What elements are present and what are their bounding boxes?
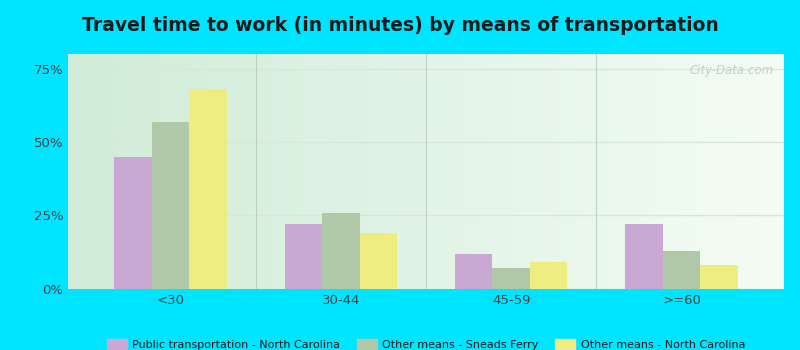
Bar [359, 233, 397, 289]
Legend: Public transportation - North Carolina, Other means - Sneads Ferry, Other means : Public transportation - North Carolina, … [102, 334, 750, 350]
Text: Travel time to work (in minutes) by means of transportation: Travel time to work (in minutes) by mean… [82, 16, 718, 35]
Text: City-Data.com: City-Data.com [689, 64, 774, 77]
Bar [114, 157, 151, 289]
Bar [285, 224, 322, 289]
Bar [663, 251, 701, 289]
Bar [493, 268, 530, 289]
Bar [626, 224, 663, 289]
Bar [189, 90, 226, 289]
Bar [322, 212, 359, 289]
Bar [530, 262, 567, 289]
Bar [151, 122, 189, 289]
Bar [701, 265, 738, 289]
Bar [455, 253, 493, 289]
